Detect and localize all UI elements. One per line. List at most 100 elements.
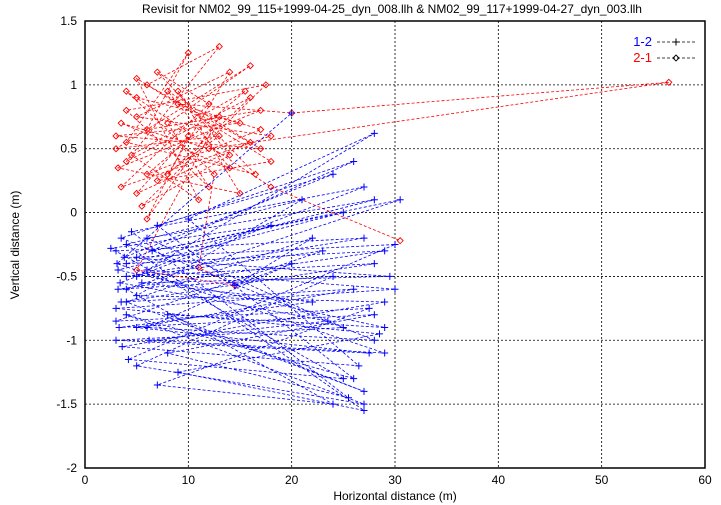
data-point — [153, 381, 161, 389]
y-tick-label: 0 — [70, 206, 77, 220]
grid — [85, 21, 705, 468]
data-point — [174, 87, 182, 95]
data-point — [133, 74, 141, 83]
data-point — [184, 215, 192, 223]
y-tick-label: 1 — [70, 78, 77, 92]
data-point — [360, 234, 368, 242]
data-point — [370, 129, 378, 137]
data-point — [381, 324, 389, 332]
x-tick-label: 20 — [285, 473, 299, 487]
legend-marker — [672, 54, 680, 62]
y-tick-label: 0.5 — [60, 142, 77, 156]
data-point — [288, 260, 296, 268]
data-point — [262, 81, 270, 89]
data-point — [122, 260, 130, 268]
data-point — [143, 125, 151, 134]
series-1-2 — [107, 109, 404, 415]
data-point — [236, 119, 244, 127]
data-point — [133, 253, 141, 261]
tick-labels: 0 10 20 30 40 50 60 1.5 1 0.5 0 -0.5 -1 -1.5 -2 — [56, 14, 712, 487]
data-point — [133, 362, 141, 370]
data-point — [143, 81, 151, 89]
data-point — [116, 279, 124, 287]
data-point — [128, 228, 135, 236]
y-tick-label: -2 — [66, 461, 77, 475]
chart-title: Revisit for NM02_99_115+1999-04-25_dyn_0… — [142, 2, 642, 16]
data-point — [133, 272, 141, 280]
data-point — [153, 177, 161, 185]
data-point — [153, 221, 161, 229]
legend-label: 1-2 — [633, 34, 652, 49]
series-line — [115, 46, 669, 286]
data-point — [345, 394, 352, 402]
data-point — [370, 311, 378, 319]
data-point — [113, 260, 121, 268]
series-line — [109, 112, 401, 411]
data-point — [226, 68, 234, 76]
data-point — [164, 87, 172, 95]
data-point — [350, 157, 358, 165]
data-point — [122, 272, 130, 280]
data-point — [376, 330, 383, 338]
data-point — [164, 349, 172, 357]
data-point — [205, 145, 213, 153]
data-point — [350, 285, 358, 293]
data-point — [122, 241, 130, 248]
data-point — [308, 298, 316, 306]
data-point — [145, 336, 153, 344]
data-point — [396, 237, 404, 245]
data-point — [215, 132, 223, 140]
data-point — [143, 234, 151, 242]
data-point — [210, 170, 218, 178]
data-point — [112, 132, 120, 140]
data-point — [184, 132, 192, 140]
data-point — [246, 138, 254, 146]
data-point — [360, 183, 368, 191]
data-point — [117, 234, 125, 242]
data-point — [360, 387, 368, 395]
data-point — [257, 125, 265, 134]
data-point — [133, 189, 141, 198]
data-point — [118, 343, 126, 351]
data-point — [122, 157, 130, 166]
data-point — [115, 324, 123, 332]
data-point — [112, 317, 120, 325]
data-point — [107, 244, 115, 252]
data-point — [174, 100, 182, 108]
y-tick-label: -1.5 — [56, 397, 77, 411]
data-point — [122, 138, 130, 146]
data-point — [246, 93, 254, 102]
data-point — [143, 324, 151, 332]
data-point — [226, 151, 234, 159]
data-point — [246, 62, 254, 70]
data-point — [133, 324, 141, 332]
legend: 1-22-1 — [633, 34, 695, 65]
data-point — [257, 145, 265, 153]
data-point — [205, 100, 213, 108]
data-point — [117, 183, 125, 191]
data-point — [360, 400, 368, 408]
data-point — [138, 202, 146, 210]
data-point — [112, 304, 120, 312]
data-point — [164, 119, 172, 127]
data-point — [370, 336, 378, 344]
legend-marker — [672, 38, 680, 46]
y-tick-label: -0.5 — [56, 269, 77, 283]
data-point — [143, 266, 151, 274]
data-point — [120, 253, 128, 261]
data-point — [122, 87, 130, 95]
data-point — [241, 87, 249, 95]
data-point — [133, 93, 141, 102]
data-point — [127, 151, 136, 159]
data-point — [133, 292, 141, 300]
data-point — [665, 78, 673, 86]
data-point — [143, 215, 151, 223]
data-point — [122, 311, 130, 319]
data-point — [381, 298, 389, 306]
data-point — [153, 68, 161, 76]
data-point — [164, 170, 172, 178]
x-tick-label: 60 — [698, 473, 712, 487]
data-point — [226, 164, 234, 172]
data-point — [339, 324, 347, 332]
data-point — [267, 132, 275, 140]
